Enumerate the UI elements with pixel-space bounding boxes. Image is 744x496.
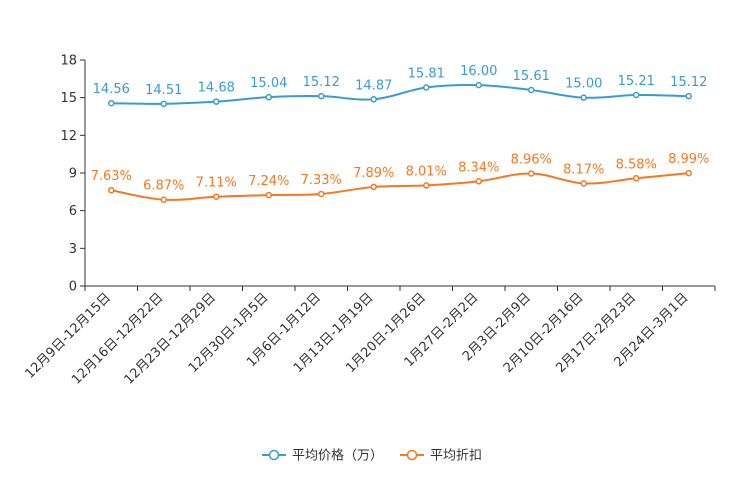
legend-label: 平均折扣 [430,449,482,464]
data-label: 7.33% [301,173,342,188]
data-point[interactable] [475,81,482,89]
data-label: 8.96% [511,153,552,168]
data-point[interactable] [633,175,640,182]
data-label: 16.00 [460,64,497,79]
y-tick-label: 18 [60,54,77,69]
legend[interactable]: 平均价格（万） 平均折扣 [262,448,482,464]
data-label: 8.58% [616,157,657,172]
legend-item-1[interactable]: 平均折扣 [400,449,482,464]
data-point[interactable] [318,92,325,100]
x-tick-label: 12月9日-12月15日 [22,290,114,382]
y-tick-label: 12 [60,129,77,144]
data-label: 6.87% [143,179,184,194]
data-label: 7.11% [196,176,237,191]
data-point[interactable] [370,96,377,103]
data-point[interactable] [475,178,482,185]
data-label: 14.87 [355,78,392,93]
data-label: 15.21 [618,74,655,89]
legend-marker [268,449,280,461]
data-point[interactable] [370,183,377,191]
data-label: 7.89% [353,166,394,181]
data-point[interactable] [423,84,430,91]
data-point[interactable] [108,186,115,194]
data-point[interactable] [265,93,272,101]
y-tick-label: 3 [69,242,77,257]
data-point[interactable] [160,100,167,108]
series-lines [108,81,692,203]
data-point[interactable] [213,98,220,105]
data-label: 8.99% [668,152,709,167]
data-point[interactable] [528,86,535,94]
data-point[interactable] [685,92,692,100]
data-point[interactable] [528,170,535,177]
data-label: 15.00 [565,77,602,92]
data-label: 14.56 [93,82,130,97]
data-label: 7.24% [248,174,289,189]
data-label: 8.01% [406,164,447,179]
data-label: 15.04 [250,76,287,91]
series-line-1 [111,172,689,201]
data-point[interactable] [108,99,115,107]
data-point[interactable] [633,91,640,99]
data-label: 8.34% [458,160,499,175]
data-point[interactable] [423,182,430,189]
y-tick-label: 6 [69,204,77,219]
data-label: 8.17% [563,162,604,177]
data-point[interactable] [580,180,587,187]
x-tick-label: 12月16日-12月22日 [69,290,166,387]
data-label: 15.12 [303,75,340,90]
data-label: 14.68 [198,81,235,96]
data-label: 15.81 [408,66,445,81]
data-point[interactable] [160,196,167,203]
data-point[interactable] [685,169,692,177]
series-line-0 [111,83,689,105]
legend-item-0[interactable]: 平均价格（万） [262,448,383,464]
data-label: 15.12 [670,75,707,90]
y-tick-label: 15 [60,91,77,106]
data-labels: 14.56 14.51 14.68 15.04 15.12 14.87 15.81 16.00… [91,64,710,194]
data-point[interactable] [318,190,325,198]
data-point[interactable] [580,94,587,101]
y-tick-label: 0 [69,280,77,295]
data-point[interactable] [213,193,220,200]
legend-marker [406,449,418,461]
y-tick-label: 9 [69,167,77,182]
data-point[interactable] [265,191,272,199]
data-label: 14.51 [145,83,182,98]
data-label: 15.61 [513,69,550,84]
data-label: 7.63% [91,169,132,184]
x-tick-label: 12月23日-12月29日 [122,290,219,387]
legend-label: 平均价格（万） [292,448,383,464]
